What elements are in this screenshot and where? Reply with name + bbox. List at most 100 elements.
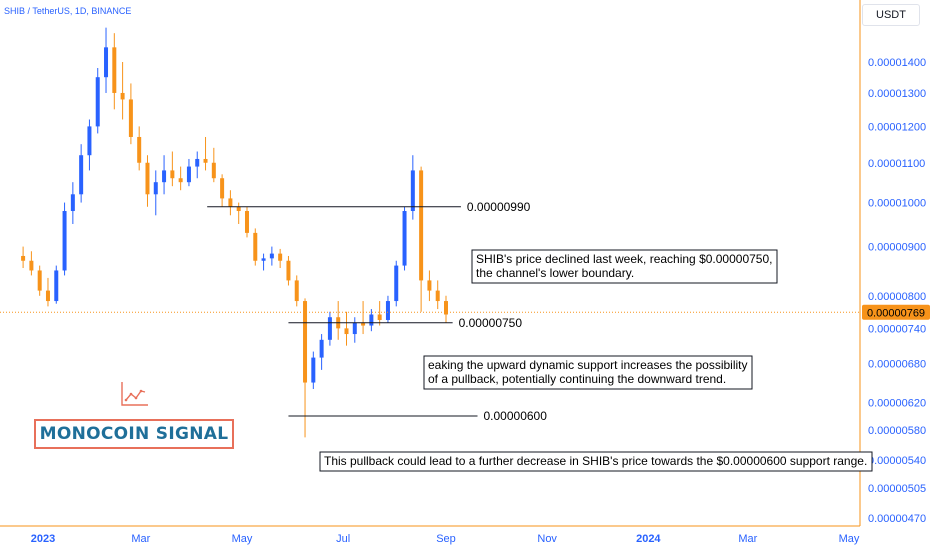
annotation-note[interactable]: eaking the upward dynamic support increa… [423, 355, 753, 390]
price-tick-label: 0.00001200 [868, 121, 926, 133]
candle-body [79, 155, 84, 195]
support-level-label: 0.00000990 [467, 200, 531, 214]
candle [162, 155, 167, 195]
current-price-tag-text: 0.00000769 [867, 307, 925, 319]
candle [170, 151, 175, 187]
candle-body [269, 253, 274, 259]
annotation-note[interactable]: SHIB's price declined last week, reachin… [471, 249, 778, 284]
brand-name: MONOCOIN SIGNAL [39, 424, 229, 444]
candle [45, 277, 50, 307]
candle [37, 265, 42, 296]
candle-body [278, 253, 283, 261]
candle [195, 151, 200, 179]
annotation-note[interactable]: This pullback could lead to a further de… [319, 451, 873, 472]
candle-body [427, 280, 432, 291]
symbol-title: SHIB / TetherUS, 1D, BINANCE [4, 6, 131, 16]
price-tick-label: 0.00000470 [868, 513, 926, 525]
candle [419, 166, 424, 312]
candle [327, 311, 332, 346]
candle-body [37, 270, 42, 291]
price-tick-label: 0.00001100 [868, 158, 925, 170]
candles-layer [21, 27, 448, 438]
candle-body [170, 170, 175, 179]
price-tick-label: 0.00000620 [868, 397, 926, 409]
annotation-box [471, 249, 778, 284]
price-tick-label: 0.00000580 [868, 425, 926, 437]
candle [402, 206, 407, 271]
time-tick-label: Sep [436, 533, 456, 545]
time-tick-label: 2023 [31, 533, 55, 545]
annotation-text: SHIB's price declined last week, reachin… [476, 252, 772, 266]
candle [54, 265, 59, 304]
current-price-tag: 0.00000769 [862, 304, 930, 320]
price-tick-label: 0.00000800 [868, 291, 926, 303]
candle-body [228, 198, 233, 207]
annotation-text: of a pullback, potentially continuing th… [428, 372, 726, 386]
candle [369, 309, 374, 332]
candle [203, 136, 208, 171]
candle [385, 295, 390, 323]
candle-body [344, 328, 349, 335]
time-tick-label: May [839, 533, 860, 545]
candle [62, 202, 67, 276]
candle [79, 144, 84, 203]
candle [352, 317, 357, 343]
currency-selector[interactable]: USDT [862, 4, 920, 26]
candle-body [286, 260, 291, 281]
candle [236, 202, 241, 224]
candle [244, 206, 249, 238]
time-tick-label: Jul [336, 533, 350, 545]
candle [361, 301, 366, 335]
annotation-text: eaking the upward dynamic support increa… [428, 358, 748, 372]
support-level-label: 0.00000600 [484, 409, 548, 423]
candle [186, 158, 191, 187]
candle [319, 334, 324, 370]
candle-body [153, 182, 158, 195]
candle [178, 166, 183, 191]
candle-body [402, 211, 407, 266]
chart-logo-icon [121, 382, 148, 406]
candle [336, 301, 341, 340]
brand-badge: MONOCOIN SIGNAL [34, 419, 234, 449]
candle-body [178, 178, 183, 183]
time-axis[interactable]: 2023 Mar May Jul Sep Nov 2024 Mar May [31, 533, 860, 545]
candle-body [186, 166, 191, 183]
candle [269, 246, 274, 266]
annotation-text: This pullback could lead to a further de… [324, 454, 867, 468]
candle-body [352, 322, 357, 335]
candle-body [236, 206, 241, 212]
candle-body [145, 162, 150, 195]
candle [427, 270, 432, 302]
candle [253, 228, 258, 266]
candle [294, 275, 299, 307]
price-axis[interactable]: 0.00001400 0.00001300 0.00001200 0.00001100… [868, 57, 926, 525]
candle-body [253, 232, 258, 261]
candle-body [244, 211, 249, 233]
candle [278, 248, 283, 269]
annotation-text: the channel's lower boundary. [476, 266, 634, 280]
candle [377, 301, 382, 326]
candle-body [29, 260, 34, 271]
candle-body [410, 170, 415, 212]
levels-layer: 0.00000990 0.00000750 0.00000600 [207, 200, 547, 423]
candle [228, 190, 233, 216]
candle-body [195, 158, 200, 167]
price-tick-label: 0.00000540 [868, 455, 926, 467]
candle-body [203, 158, 208, 163]
candle-body [385, 301, 390, 320]
price-tick-label: 0.00000900 [868, 242, 926, 254]
candle [104, 27, 109, 93]
candle [311, 351, 316, 390]
candle [87, 119, 92, 171]
candle-body [294, 280, 299, 302]
candle [95, 68, 100, 134]
candle [145, 155, 150, 207]
candle-body [95, 77, 100, 127]
candle [29, 251, 34, 276]
time-tick-label: 2024 [636, 533, 661, 545]
annotations-layer: SHIB's price declined last week, reachin… [319, 249, 873, 472]
candle [220, 174, 225, 207]
candle [112, 33, 117, 110]
price-tick-label: 0.00000740 [868, 323, 926, 335]
candle-body [70, 194, 75, 212]
